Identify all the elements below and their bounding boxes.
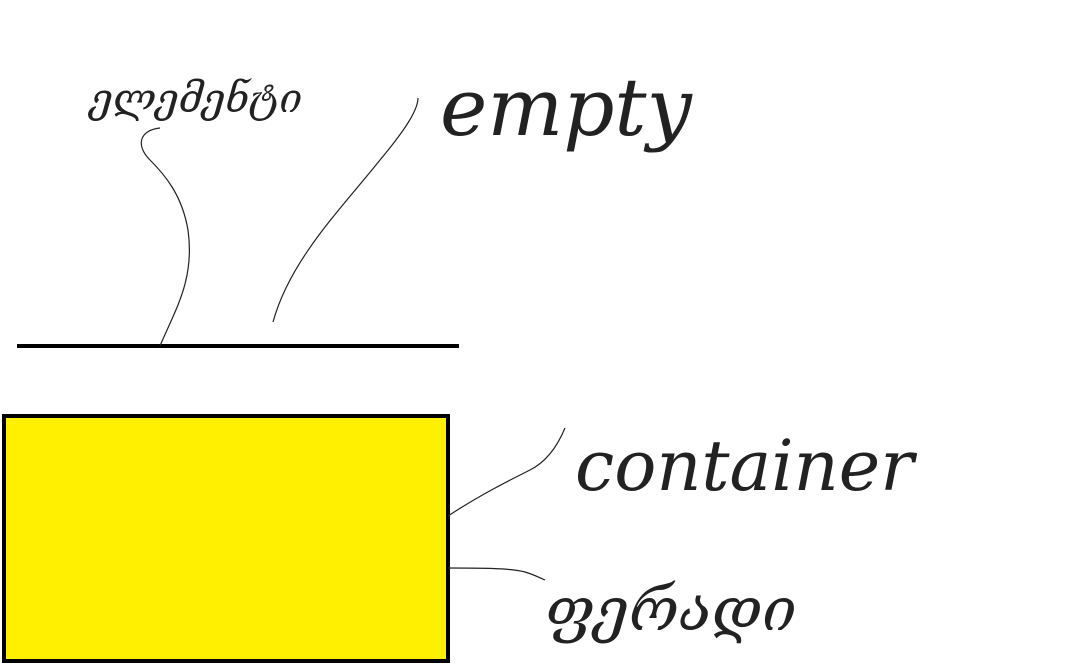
line-label: ელემენტი — [88, 76, 302, 122]
container-box — [2, 414, 450, 663]
leader-line — [140, 127, 190, 347]
box-note: ფერადი — [545, 575, 797, 645]
leader-line — [447, 427, 566, 517]
line-note: empty — [440, 61, 694, 154]
leader-line — [272, 97, 419, 323]
leader-line — [447, 567, 546, 581]
box-label: container — [575, 425, 917, 507]
